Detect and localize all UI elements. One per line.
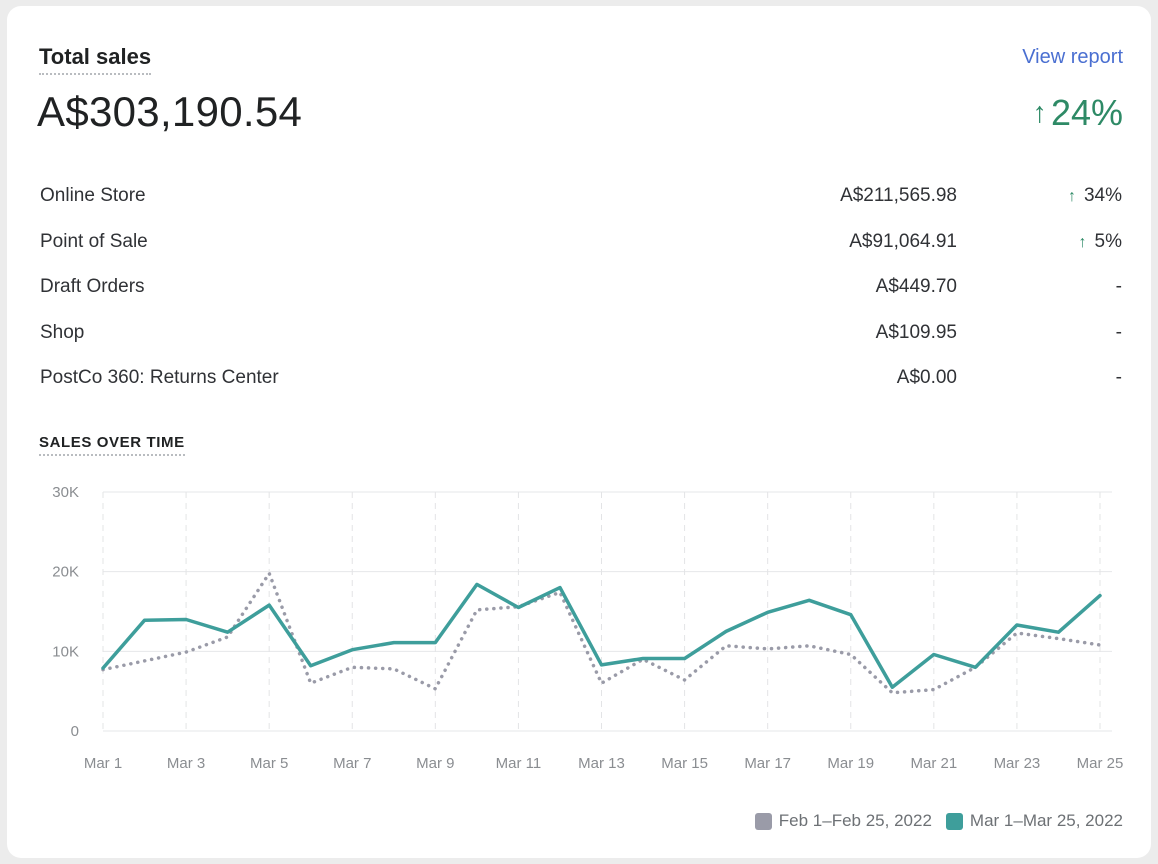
legend-label-current: Mar 1–Mar 25, 2022 <box>969 811 1123 830</box>
series-line-previous <box>101 571 1102 695</box>
arrow-up-icon: ↑ <box>1032 96 1047 129</box>
chart-legend: Feb 1–Feb 25, 2022 Mar 1–Mar 25, 2022 <box>754 811 1123 831</box>
x-tick-label: Mar 9 <box>416 755 454 772</box>
y-tick-label: 30K <box>52 484 79 501</box>
x-tick-label: Mar 25 <box>1077 755 1124 772</box>
channel-change: - <box>1115 367 1122 388</box>
channel-change-value: 5% <box>1094 230 1122 252</box>
y-tick-label: 10K <box>52 643 79 660</box>
x-tick-label: Mar 13 <box>578 755 625 772</box>
x-tick-label: Mar 21 <box>910 755 957 772</box>
channel-label: Draft Orders <box>40 276 145 297</box>
channel-breakdown: Online Store A$211,565.98 ↑ 34% Point of … <box>40 177 1122 405</box>
channel-label: Point of Sale <box>40 230 148 252</box>
x-tick-label: Mar 19 <box>827 755 874 772</box>
total-sales-value: A$303,190.54 <box>37 88 303 135</box>
x-tick-label: Mar 7 <box>333 755 371 772</box>
total-sales-card: Total sales View report A$303,190.54 ↑ 2… <box>7 6 1151 858</box>
arrow-up-icon: ↑ <box>1067 188 1076 205</box>
x-tick-label: Mar 1 <box>84 755 122 772</box>
legend-item-previous[interactable]: Feb 1–Feb 25, 2022 <box>754 811 932 831</box>
channel-value: A$0.00 <box>896 367 957 388</box>
channel-change: ↑ 34% <box>1068 185 1122 207</box>
channel-value: A$211,565.98 <box>840 185 957 206</box>
x-tick-label: Mar 3 <box>167 755 205 772</box>
channel-row: PostCo 360: Returns Center A$0.00 - <box>40 359 1122 405</box>
total-change-value: 24% <box>1050 92 1123 133</box>
x-tick-label: Mar 11 <box>496 755 542 772</box>
sales-over-time-chart: 0 10K 20K 30K Mar 1 Mar 3 Mar 5 Mar 7 Mar 9 Mar 1… <box>52 484 1124 772</box>
legend-label-previous: Feb 1–Feb 25, 2022 <box>778 811 932 830</box>
legend-item-current[interactable]: Mar 1–Mar 25, 2022 <box>945 811 1123 831</box>
legend-swatch-current <box>945 812 963 830</box>
channel-change: - <box>1115 321 1122 343</box>
channel-label: Online Store <box>40 185 146 206</box>
channel-change: - <box>1115 276 1122 297</box>
channel-row: Point of Sale A$91,064.91 ↑ 5% <box>40 223 1122 269</box>
card-title: Total sales <box>39 44 152 75</box>
view-report-link[interactable]: View report <box>1022 46 1123 68</box>
x-tick-label: Mar 23 <box>994 755 1041 772</box>
chart-title: SALES OVER TIME <box>39 434 185 456</box>
channel-change-value: 34% <box>1083 185 1122 206</box>
channel-value: A$109.95 <box>875 321 957 343</box>
channel-label: Shop <box>40 321 85 343</box>
channel-label: PostCo 360: Returns Center <box>40 367 279 388</box>
series-line-current <box>101 582 1102 689</box>
x-tick-label: Mar 5 <box>250 755 288 772</box>
channel-row: Online Store A$211,565.98 ↑ 34% <box>40 177 1122 223</box>
channel-change: ↑ 5% <box>1079 231 1122 253</box>
arrow-up-icon: ↑ <box>1078 233 1087 251</box>
y-tick-label: 20K <box>52 564 79 581</box>
x-tick-label: Mar 17 <box>744 755 791 772</box>
x-tick-label: Mar 15 <box>661 755 708 772</box>
y-tick-label: 0 <box>71 723 79 740</box>
channel-value: A$91,064.91 <box>849 230 957 252</box>
total-change-badge: ↑ 24% <box>1033 92 1123 134</box>
legend-swatch-previous <box>754 812 772 830</box>
channel-row: Shop A$109.95 - <box>40 314 1122 360</box>
channel-value: A$449.70 <box>875 276 957 297</box>
channel-row: Draft Orders A$449.70 - <box>40 268 1122 314</box>
